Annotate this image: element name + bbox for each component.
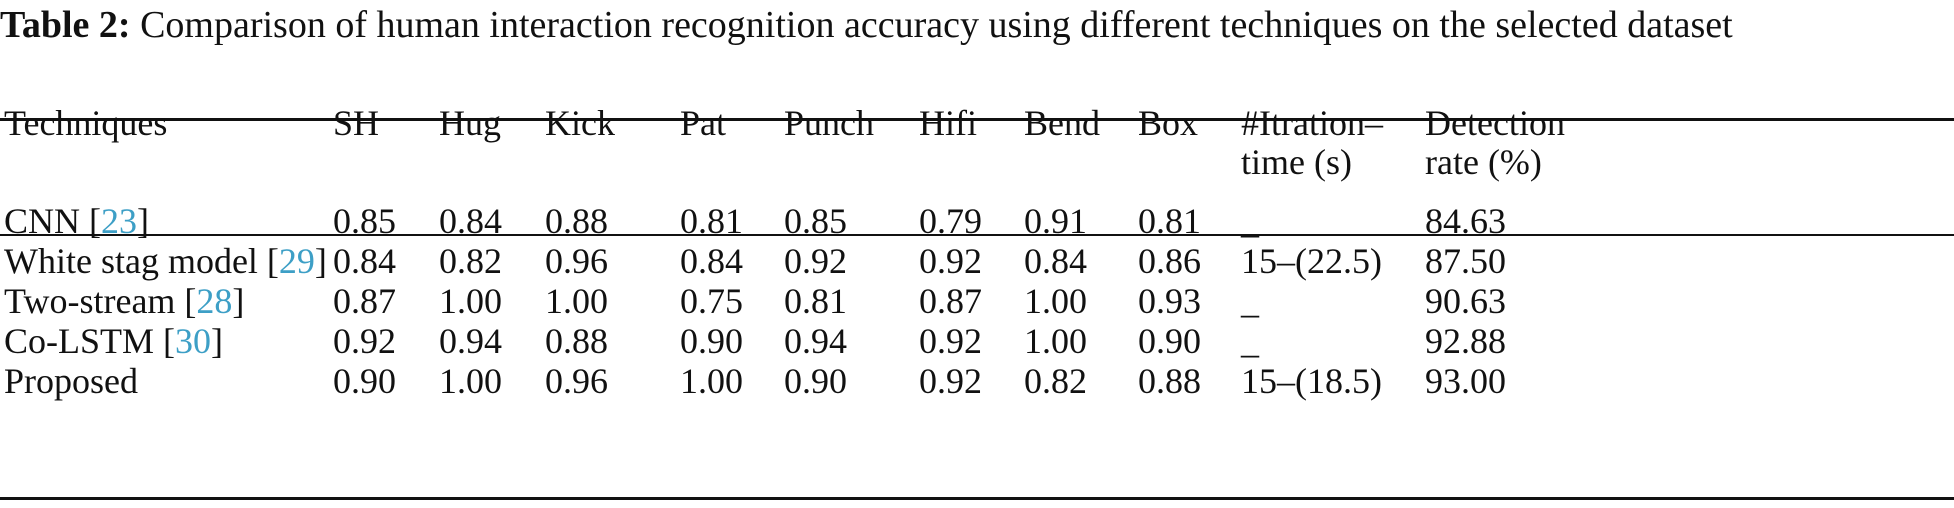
cell-hifi: 0.79 <box>919 201 982 241</box>
technique-name: Two-stream [ <box>4 281 197 321</box>
cell-pat: 0.81 <box>680 201 743 241</box>
top-rule <box>0 118 1954 121</box>
cell-hug: 1.00 <box>439 361 502 401</box>
header-kick: Kick <box>545 103 615 143</box>
header-iteration-time: #Itration– <box>1241 103 1383 143</box>
header-hug: Hug <box>439 103 501 143</box>
caption-label: Table 2: <box>0 4 131 46</box>
cell-pat: 0.84 <box>680 241 743 281</box>
technique-name-cell: White stag model [29] <box>4 238 327 284</box>
citation-link[interactable]: 29 <box>278 241 315 281</box>
cell-iteration-time: 15–(18.5) <box>1241 361 1382 401</box>
technique-name-cell: CNN [23] <box>4 198 149 244</box>
citation-link[interactable]: 23 <box>101 201 137 241</box>
cell-kick: 1.00 <box>545 281 608 321</box>
header-detection-rate: Detection <box>1425 103 1565 143</box>
cell-box: 0.81 <box>1138 201 1201 241</box>
cell-detection-rate: 90.63 <box>1425 281 1506 321</box>
citation-link[interactable]: 28 <box>196 281 233 321</box>
cell-detection-rate: 93.00 <box>1425 361 1506 401</box>
cell-hug: 0.84 <box>439 201 502 241</box>
header-detection-rate-line2: rate (%) <box>1425 142 1542 182</box>
header-iteration-time-line2: time (s) <box>1241 142 1352 182</box>
cell-sh: 0.92 <box>333 321 396 361</box>
table-caption: Table 2: Comparison of human interaction… <box>0 0 1950 50</box>
header-sh: SH <box>333 103 380 143</box>
cell-kick: 0.96 <box>545 361 608 401</box>
citation-link[interactable]: 30 <box>175 321 211 361</box>
cell-punch: 0.85 <box>784 201 847 241</box>
cell-hifi: 0.87 <box>919 281 982 321</box>
cell-hifi: 0.92 <box>919 321 982 361</box>
cell-box: 0.90 <box>1138 321 1201 361</box>
cell-detection-rate: 92.88 <box>1425 321 1506 361</box>
cell-iteration-time: _ <box>1241 201 1259 241</box>
citation-bracket: ] <box>314 241 327 281</box>
cell-hug: 0.82 <box>439 241 502 281</box>
technique-name-cell: Two-stream [28] <box>4 278 244 324</box>
citation-bracket: ] <box>211 321 223 361</box>
cell-pat: 1.00 <box>680 361 743 401</box>
technique-name-cell: Proposed <box>4 358 138 404</box>
cell-kick: 0.88 <box>545 201 608 241</box>
cell-box: 0.93 <box>1138 281 1201 321</box>
cell-hug: 1.00 <box>439 281 502 321</box>
header-techniques: Techniques <box>4 103 168 143</box>
header-box: Box <box>1138 103 1199 143</box>
cell-hug: 0.94 <box>439 321 502 361</box>
cell-punch: 0.81 <box>784 281 847 321</box>
cell-sh: 0.84 <box>333 241 396 281</box>
header-rule <box>0 234 1954 236</box>
header-punch: Punch <box>784 103 874 143</box>
cell-box: 0.86 <box>1138 241 1201 281</box>
header-hifi: Hifi <box>919 103 977 143</box>
header-bend: Bend <box>1024 103 1100 143</box>
cell-iteration-time: _ <box>1241 281 1259 321</box>
bottom-rule <box>0 497 1954 500</box>
cell-bend: 0.82 <box>1024 361 1087 401</box>
cell-iteration-time: 15–(22.5) <box>1241 241 1382 281</box>
cell-hifi: 0.92 <box>919 361 982 401</box>
caption-text: Comparison of human interaction recognit… <box>140 4 1733 46</box>
cell-bend: 1.00 <box>1024 281 1087 321</box>
cell-iteration-time: _ <box>1241 321 1259 361</box>
technique-name-cell: Co-LSTM [30] <box>4 318 223 364</box>
cell-punch: 0.94 <box>784 321 847 361</box>
cell-bend: 0.84 <box>1024 241 1087 281</box>
cell-kick: 0.88 <box>545 321 608 361</box>
cell-box: 0.88 <box>1138 361 1201 401</box>
cell-sh: 0.85 <box>333 201 396 241</box>
cell-detection-rate: 84.63 <box>1425 201 1506 241</box>
citation-bracket: ] <box>137 201 149 241</box>
cell-sh: 0.90 <box>333 361 396 401</box>
cell-pat: 0.75 <box>680 281 743 321</box>
technique-name: CNN [ <box>4 201 101 241</box>
cell-hifi: 0.92 <box>919 241 982 281</box>
cell-kick: 0.96 <box>545 241 608 281</box>
cell-punch: 0.90 <box>784 361 847 401</box>
technique-name: White stag model [ <box>4 241 279 281</box>
header-pat: Pat <box>680 103 727 143</box>
technique-name: Proposed <box>4 361 138 401</box>
cell-pat: 0.90 <box>680 321 743 361</box>
cell-punch: 0.92 <box>784 241 847 281</box>
cell-detection-rate: 87.50 <box>1425 241 1506 281</box>
cell-bend: 1.00 <box>1024 321 1087 361</box>
cell-sh: 0.87 <box>333 281 396 321</box>
technique-name: Co-LSTM [ <box>4 321 175 361</box>
citation-bracket: ] <box>232 281 245 321</box>
cell-bend: 0.91 <box>1024 201 1087 241</box>
